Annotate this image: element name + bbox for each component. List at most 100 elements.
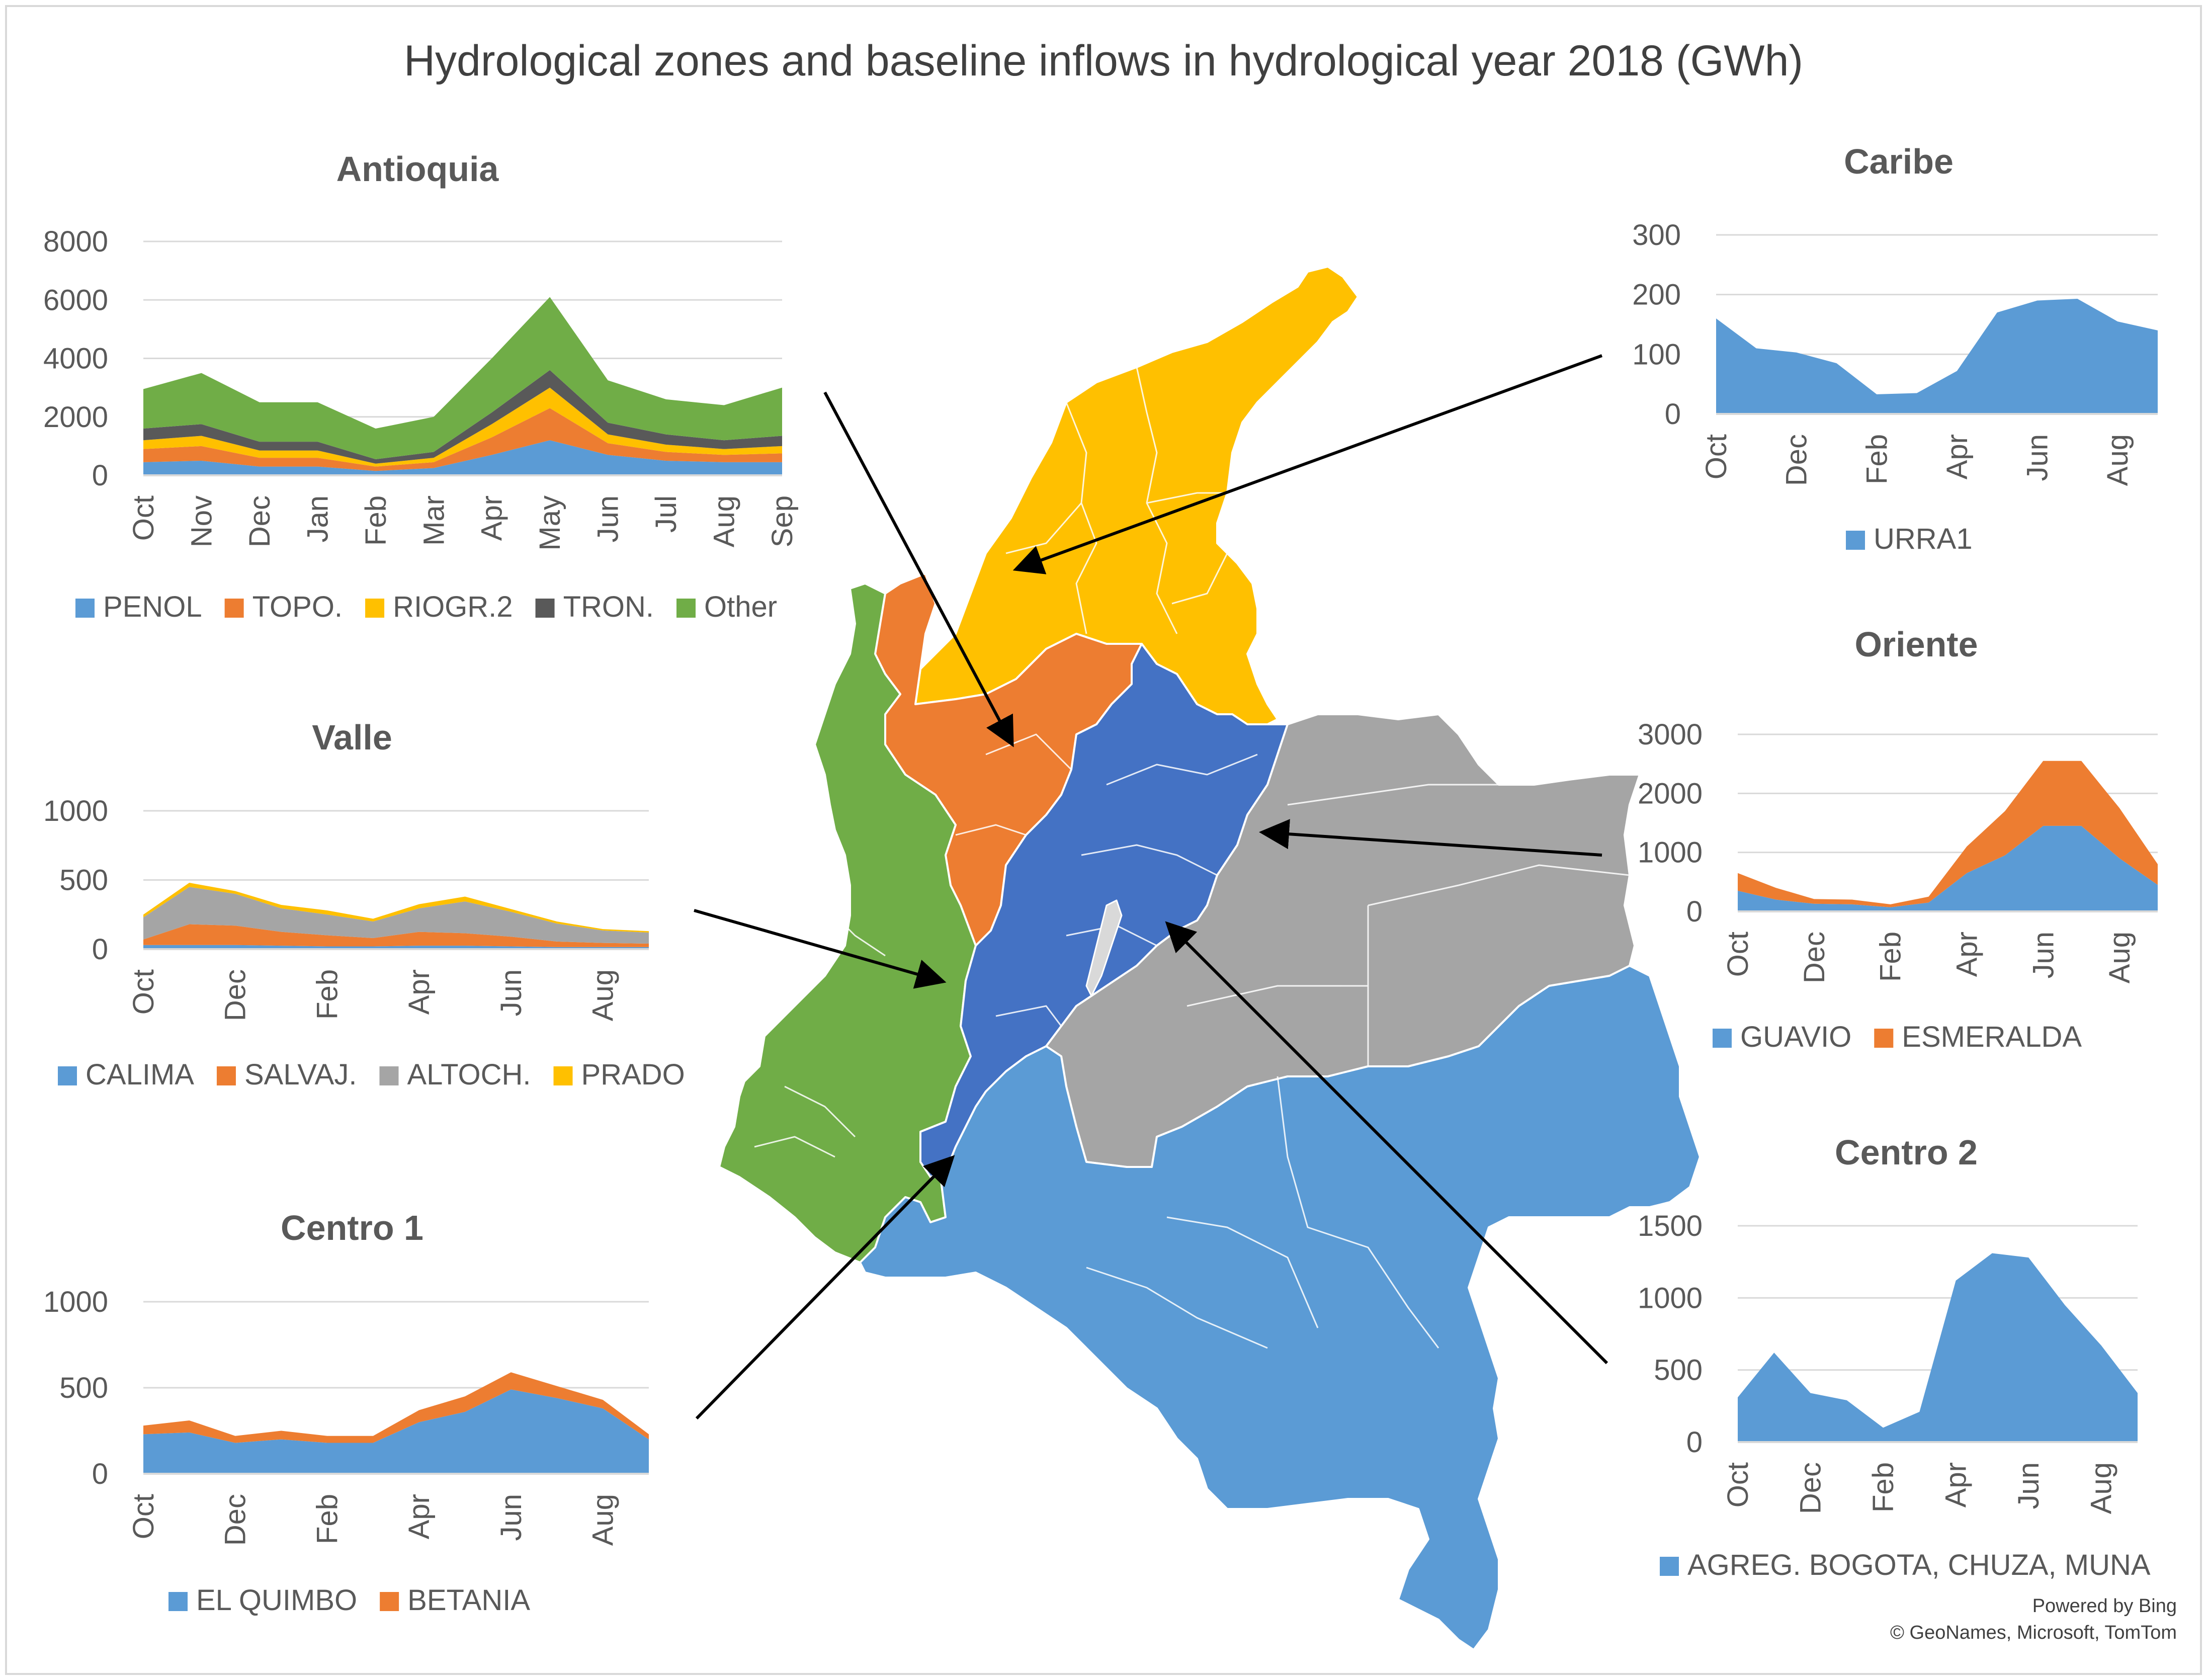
area-series-altoch-	[143, 887, 649, 944]
legend-swatch	[365, 599, 385, 618]
x-tick-label: Aug	[708, 495, 741, 547]
legend-label: SALVAJ.	[244, 1058, 357, 1091]
x-tick-label: Jun	[592, 495, 625, 543]
x-tick-label: Oct	[127, 969, 160, 1015]
y-tick-label: 0	[1665, 398, 1681, 431]
x-tick-label: Apr	[1941, 434, 1974, 479]
legend-label: ESMERALDA	[1902, 1021, 2082, 1053]
x-tick-label: Dec	[219, 969, 252, 1021]
legend-label: GUAVIO	[1740, 1021, 1851, 1053]
chart-title: Caribe	[1844, 142, 1954, 181]
legend-swatch	[676, 599, 696, 618]
legend-swatch	[1846, 531, 1865, 550]
legend-label: BETANIA	[407, 1584, 530, 1617]
legend-label: ALTOCH.	[407, 1058, 531, 1091]
legend-swatch	[380, 1592, 399, 1611]
y-tick-label: 1000	[43, 795, 108, 827]
area-series-calima	[143, 945, 649, 949]
map-lake	[1085, 899, 1123, 997]
area-series-agreg-bogota-chuza-muna	[1738, 1253, 2138, 1442]
y-tick-label: 1000	[43, 1286, 108, 1318]
y-tick-label: 0	[1686, 895, 1703, 928]
x-tick-label: Dec	[1798, 932, 1831, 983]
y-tick-label: 1000	[1638, 1282, 1703, 1314]
chart-centro-1: Centro 1 0 500 1000 Oct Dec Feb Apr Jun Aug EL QUI…	[43, 1208, 649, 1617]
legend-swatch	[216, 1066, 236, 1085]
chart-title: Centro 1	[281, 1208, 423, 1247]
x-tick-label: Feb	[311, 1494, 344, 1544]
area-series-other	[143, 297, 782, 460]
x-tick-label: Jun	[2012, 1462, 2045, 1509]
x-tick-label: Aug	[587, 1494, 620, 1546]
y-tick-label: 500	[59, 864, 108, 897]
attribution-line-1: Powered by Bing	[2032, 1595, 2177, 1617]
y-tick-label: 8000	[43, 225, 108, 258]
x-tick-label: May	[534, 495, 566, 551]
x-tick-label: Jun	[2027, 932, 2060, 979]
area-series-guavio	[1738, 825, 2158, 911]
y-tick-label: 100	[1632, 338, 1681, 371]
x-tick-label: Oct	[1722, 1462, 1754, 1507]
legend-swatch	[1713, 1029, 1732, 1048]
arrow-oriente	[1259, 819, 1602, 857]
arrow-centro1	[695, 1155, 955, 1420]
y-tick-label: 200	[1632, 279, 1681, 311]
y-tick-label: 0	[92, 459, 108, 492]
x-tick-label: Aug	[2103, 932, 2136, 983]
chart-title: Oriente	[1854, 625, 1978, 664]
x-tick-label: Jun	[495, 969, 528, 1017]
x-tick-label: Feb	[360, 495, 392, 546]
x-tick-label: Nov	[185, 495, 218, 547]
x-tick-label: Oct	[1722, 932, 1754, 977]
legend-swatch	[75, 599, 95, 618]
chart-title: Valle	[312, 718, 392, 757]
chart-centro-2: Centro 2 0 500 1000 1500 Oct Dec Feb Apr Jun Aug AG…	[1638, 1133, 2151, 1581]
y-tick-label: 500	[59, 1372, 108, 1404]
x-tick-label: Aug	[587, 969, 620, 1021]
legend-label: AGREG. BOGOTA, CHUZA, MUNA	[1687, 1549, 2151, 1581]
y-tick-label: 300	[1632, 219, 1681, 251]
x-tick-label: Feb	[1875, 932, 1907, 982]
area-series-salvaj-	[143, 924, 649, 947]
arrow-caribe	[1012, 354, 1603, 574]
x-tick-label: Oct	[127, 495, 160, 541]
arrow-valle	[694, 909, 947, 989]
legend-label: EL QUIMBO	[196, 1584, 357, 1617]
chart-title: Centro 2	[1835, 1133, 1978, 1172]
legend-label: TRON.	[563, 591, 654, 623]
x-tick-label: Dec	[1795, 1462, 1827, 1514]
figure-border	[5, 5, 2202, 1675]
x-tick-label: Feb	[1867, 1462, 1900, 1513]
x-tick-label: Jun	[495, 1494, 528, 1541]
x-tick-label: Aug	[2085, 1462, 2118, 1514]
y-tick-label: 2000	[1638, 777, 1703, 810]
x-tick-label: Feb	[311, 969, 344, 1020]
y-tick-label: 4000	[43, 343, 108, 375]
x-tick-label: Dec	[243, 495, 276, 547]
legend-swatch	[379, 1066, 399, 1085]
legend-label: CALIMA	[86, 1058, 194, 1091]
legend-swatch	[168, 1592, 188, 1611]
legend-label: TOPO.	[252, 591, 343, 623]
x-tick-label: Apr	[403, 969, 436, 1015]
y-tick-label: 6000	[43, 284, 108, 316]
chart-oriente: Oriente 0 1000 2000 3000 Oct Dec Feb Apr Jun Aug GU…	[1638, 625, 2158, 1053]
chart-antioquia: Antioquia 0 2000 4000 6000 8000 Oct Nov Dec Jan Fe…	[43, 149, 799, 623]
y-tick-label: 1500	[1638, 1210, 1703, 1242]
x-tick-label: Oct	[1700, 434, 1733, 479]
y-tick-label: 2000	[43, 401, 108, 434]
attribution-line-2: © GeoNames, Microsoft, TomTom	[1890, 1622, 2177, 1643]
arrow-centro2	[1165, 921, 1608, 1365]
colombia-hydrological-map	[718, 266, 1701, 1651]
area-series-betania	[143, 1372, 649, 1443]
y-tick-label: 0	[1686, 1426, 1703, 1459]
x-tick-label: Dec	[1780, 434, 1813, 486]
legend-label: Other	[704, 591, 777, 623]
x-tick-label: Apr	[1940, 1462, 1973, 1507]
x-tick-label: Jun	[2021, 434, 2054, 481]
area-series-topo-	[143, 408, 782, 471]
y-tick-label: 3000	[1638, 718, 1703, 751]
x-tick-label: Jul	[650, 495, 683, 533]
legend-label: RIOGR.2	[393, 591, 513, 623]
